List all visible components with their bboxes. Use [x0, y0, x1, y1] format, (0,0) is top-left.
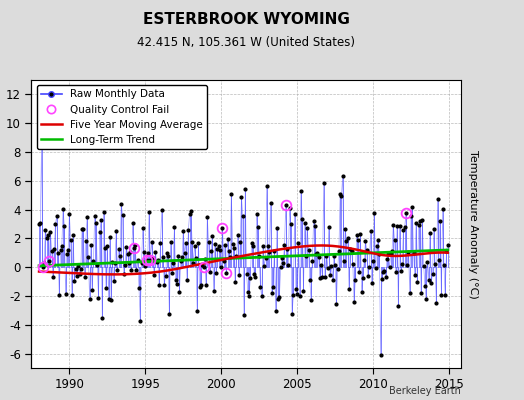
Legend: Raw Monthly Data, Quality Control Fail, Five Year Moving Average, Long-Term Tren: Raw Monthly Data, Quality Control Fail, …	[37, 85, 207, 149]
Text: ESTERBROOK WYOMING: ESTERBROOK WYOMING	[143, 12, 350, 27]
Text: 42.415 N, 105.361 W (United States): 42.415 N, 105.361 W (United States)	[137, 36, 355, 49]
Y-axis label: Temperature Anomaly (°C): Temperature Anomaly (°C)	[468, 150, 478, 298]
Text: Berkeley Earth: Berkeley Earth	[389, 386, 461, 396]
